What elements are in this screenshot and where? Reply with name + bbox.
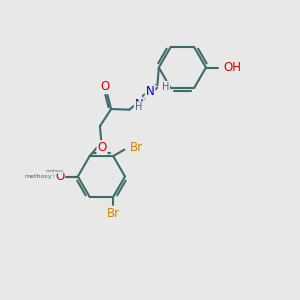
Text: Br: Br [106,207,120,220]
Text: H: H [135,102,142,112]
Text: N: N [135,98,143,111]
Text: O: O [100,80,110,93]
Text: OH: OH [224,61,242,74]
Text: O: O [55,170,64,183]
Text: N: N [146,85,154,98]
Text: methoxy: methoxy [24,174,52,179]
Text: methoxy: methoxy [45,169,63,173]
Text: O: O [98,141,106,154]
Text: Br: Br [129,141,142,154]
Text: O: O [52,170,62,183]
Text: H: H [162,82,169,92]
